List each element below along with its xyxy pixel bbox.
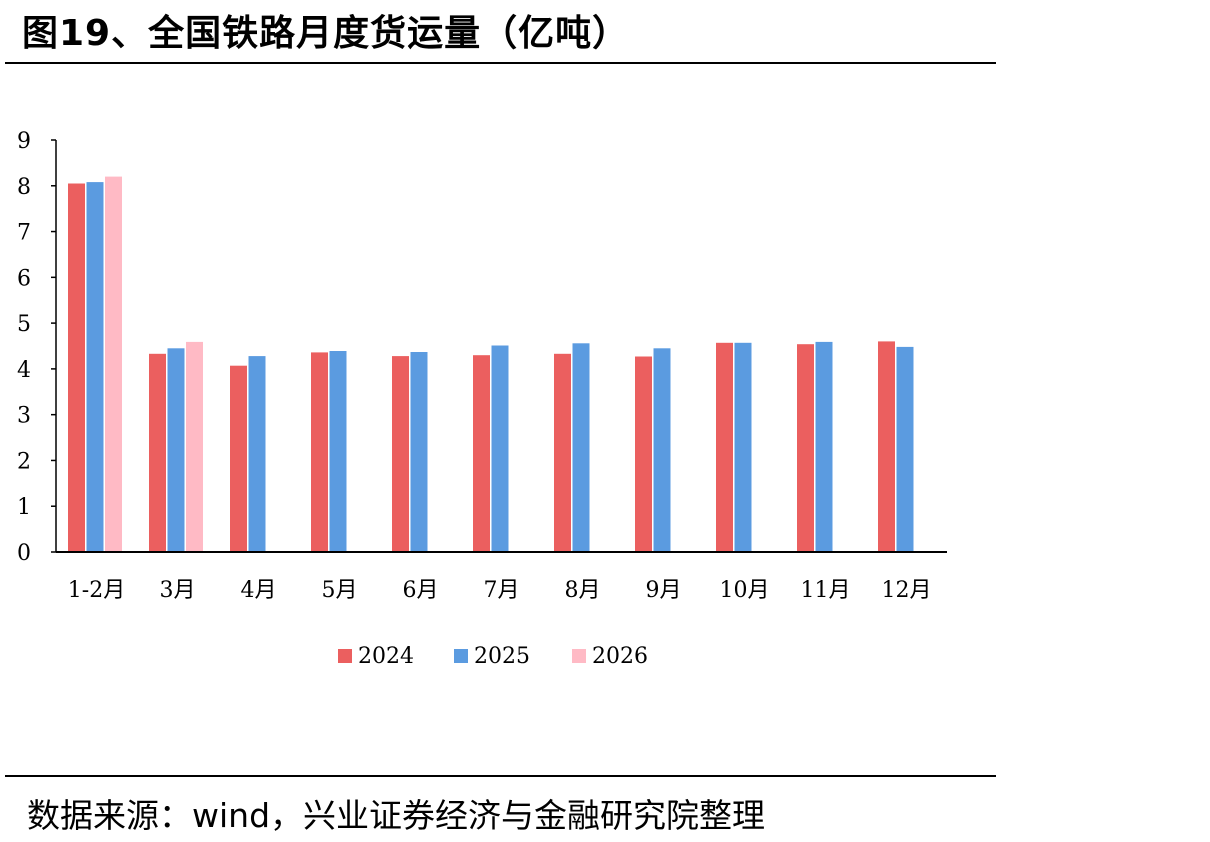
bar-2024-10 [797,344,814,552]
bar-2025-2 [167,348,185,552]
bar-2025-5 [410,352,428,552]
chart-title: 图19、全国铁路月度货运量（亿吨） [22,13,630,54]
x-tick-label: 8月 [565,578,601,603]
bar-2025-9 [734,342,752,552]
bar-2024-9 [716,342,733,552]
x-tick-label: 3月 [160,578,196,603]
legend-label-2024: 2024 [358,644,414,669]
bar-2026-2 [186,341,203,552]
y-tick-label: 5 [17,312,31,337]
bar-2024-4 [311,352,328,552]
bar-2025-6 [491,345,509,552]
bar-2024-5 [392,356,409,552]
bar-2025-11 [896,346,914,552]
source-note: 数据来源：wind，兴业证券经济与金融研究院整理 [27,796,766,835]
bar-2025-10 [815,341,833,552]
bar-2025-3 [248,356,266,552]
y-tick-label: 0 [17,541,31,566]
bar-2026-1 [105,176,122,552]
y-tick-label: 9 [17,129,31,154]
y-tick-label: 1 [17,495,31,520]
bar-2024-1 [68,183,85,552]
x-tick-label: 9月 [646,578,682,603]
bar-2024-3 [230,365,247,552]
bar-chart: 0 1 2 3 4 5 6 7 8 9 1-2月 3月 4月 5月 6月 7月 8月 9月 10月 11月 12月 20… [17,129,947,669]
legend-swatch-2026 [572,649,586,663]
bar-2024-7 [554,353,571,552]
x-tick-label: 7月 [484,578,520,603]
bar-2025-8 [653,348,671,552]
source-divider [5,775,996,777]
y-tick-label: 8 [17,175,31,200]
y-tick-label: 2 [17,449,31,474]
bar-2025-1 [86,182,104,552]
bar-2024-2 [149,353,166,552]
bar-2024-8 [635,356,652,552]
x-tick-label: 10月 [720,578,770,603]
x-tick-label: 5月 [322,578,358,603]
x-tick-label: 11月 [801,578,851,603]
y-tick-label: 6 [17,266,31,291]
bar-2024-11 [878,341,895,552]
x-tick-label: 6月 [403,578,439,603]
legend-label-2025: 2025 [474,644,530,669]
legend-swatch-2025 [454,649,468,663]
x-tick-label: 1-2月 [68,578,125,603]
y-tick-label: 4 [17,358,31,383]
legend-swatch-2024 [338,649,352,663]
x-tick-label: 4月 [241,578,277,603]
bar-2024-6 [473,355,490,552]
y-tick-label: 7 [17,221,31,246]
y-tick-label: 3 [17,404,31,429]
title-divider [5,62,996,64]
x-tick-label: 12月 [882,578,932,603]
bar-2025-7 [572,343,590,552]
legend-label-2026: 2026 [592,644,648,669]
bar-2025-4 [329,351,347,552]
